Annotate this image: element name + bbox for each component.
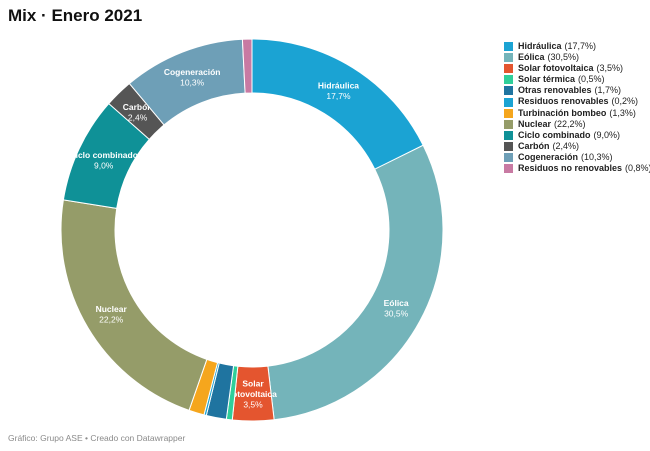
legend-swatch (504, 97, 513, 107)
legend-label: Hidráulica (518, 41, 562, 51)
legend-swatch (504, 108, 513, 118)
legend-value: (1,7%) (594, 85, 622, 96)
legend-item-otras-renovables: Otras renovables (1,7%) (504, 85, 650, 96)
legend-swatch (504, 130, 513, 140)
legend-value: (0,2%) (611, 96, 639, 107)
legend-label: Eólica (518, 52, 545, 63)
legend-label: Otras renovables (518, 85, 592, 96)
legend-item-eolica: Eólica (30,5%) (504, 52, 650, 63)
slice-label-nuclear: Nuclear 22,2% (96, 304, 128, 325)
legend-label: Ciclo combinado (518, 129, 591, 140)
slice-label-hidraulica: Hidráulica 17,7% (318, 80, 359, 101)
legend-value: (0,5%) (578, 74, 605, 85)
legend-item-residuos-renovables: Residuos renovables (0,2%) (504, 96, 650, 107)
legend-item-residuos-no-renovables: Residuos no renovables (0,8%) (504, 163, 650, 174)
legend-label: Cogeneración (518, 151, 579, 162)
legend-swatch (504, 64, 513, 74)
legend-swatch (504, 141, 513, 151)
legend-value: (17,7%) (564, 41, 597, 51)
slice-hidraulica[interactable] (251, 38, 424, 170)
legend-value: (9,0%) (593, 129, 621, 140)
legend-value: (2,4%) (552, 140, 580, 151)
legend-item-nuclear: Nuclear (22,2%) (504, 119, 650, 130)
slice-label-carbon: Carbón 2,4% (123, 102, 153, 123)
chart-title: Mix · Enero 2021 (8, 6, 143, 25)
legend-label: Solar térmica (518, 74, 576, 85)
legend-label: Residuos renovables (518, 96, 609, 107)
legend-label: Carbón (518, 140, 550, 151)
slice-eolica[interactable] (267, 144, 444, 421)
legend-item-carbon: Carbón (2,4%) (504, 141, 650, 152)
legend-item-solar-fotovoltaica: Solar fotovoltaica (3,5%) (504, 63, 650, 74)
legend-item-cogeneracion: Cogeneración (10,3%) (504, 152, 650, 163)
legend-value: (10,3%) (581, 151, 613, 162)
legend-swatch (504, 86, 513, 96)
slice-label-ciclo-combinado: Ciclo combinado 9,0% (69, 150, 137, 171)
legend-item-solar-termica: Solar térmica (0,5%) (504, 74, 650, 85)
legend-label: Turbinación bombeo (518, 107, 607, 118)
legend-label: Solar fotovoltaica (518, 63, 594, 74)
legend-swatch (504, 53, 513, 63)
legend-value: (3,5%) (596, 63, 624, 74)
slice-residuos-no-renovables[interactable] (241, 38, 253, 94)
slice-label-eolica: Eólica 30,5% (384, 298, 409, 319)
legend-label: Residuos no renovables (518, 163, 623, 174)
slice-label-solar-fotovoltaica: Solar fotovoltaica 3,5% (229, 378, 277, 409)
legend-value: (30,5%) (547, 52, 580, 63)
legend-swatch (504, 119, 513, 129)
chart-footer: Gráfico: Grupo ASE • Creado con Datawrap… (8, 433, 186, 443)
legend-value: (1,3%) (609, 107, 636, 118)
legend-item-turbinacion-bombeo: Turbinación bombeo (1,3%) (504, 108, 650, 119)
legend-value: (22,2%) (554, 118, 586, 129)
chart-legend: Hidráulica (17,7%) Eólica (30,5%) Solar foto… (504, 41, 650, 174)
legend-value: (0,8%) (625, 163, 650, 174)
legend-item-hidraulica: Hidráulica (17,7%) (504, 41, 650, 52)
slice-nuclear[interactable] (60, 199, 208, 411)
legend-swatch (504, 164, 513, 174)
legend-item-ciclo-combinado: Ciclo combinado (9,0%) (504, 130, 650, 141)
legend-swatch (504, 75, 513, 85)
legend-swatch (504, 42, 513, 52)
slice-label-cogeneracion: Cogeneración 10,3% (164, 67, 221, 88)
legend-label: Nuclear (518, 118, 552, 129)
legend-swatch (504, 152, 513, 162)
